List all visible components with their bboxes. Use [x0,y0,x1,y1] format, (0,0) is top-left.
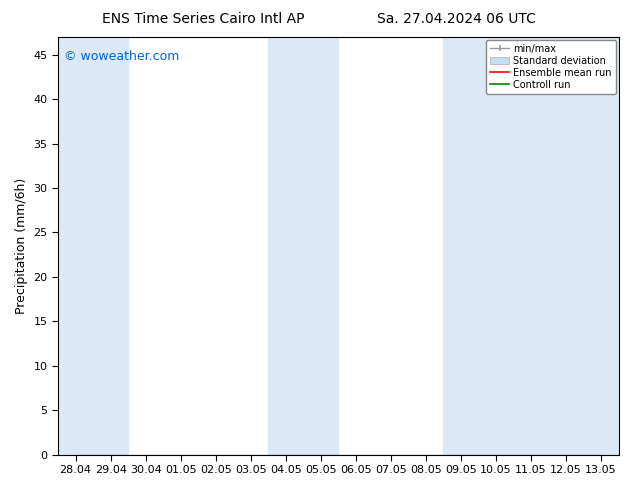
Bar [479,37,514,455]
Bar [268,37,303,455]
Bar [58,37,93,455]
Bar [548,37,583,455]
Y-axis label: Precipitation (mm/6h): Precipitation (mm/6h) [15,178,28,314]
Bar [93,37,128,455]
Text: ENS Time Series Cairo Intl AP: ENS Time Series Cairo Intl AP [101,12,304,26]
Bar [303,37,339,455]
Text: © woweather.com: © woweather.com [63,49,179,63]
Bar [443,37,479,455]
Text: Sa. 27.04.2024 06 UTC: Sa. 27.04.2024 06 UTC [377,12,536,26]
Legend: min/max, Standard deviation, Ensemble mean run, Controll run: min/max, Standard deviation, Ensemble me… [486,40,616,94]
Bar [514,37,548,455]
Bar [583,37,619,455]
